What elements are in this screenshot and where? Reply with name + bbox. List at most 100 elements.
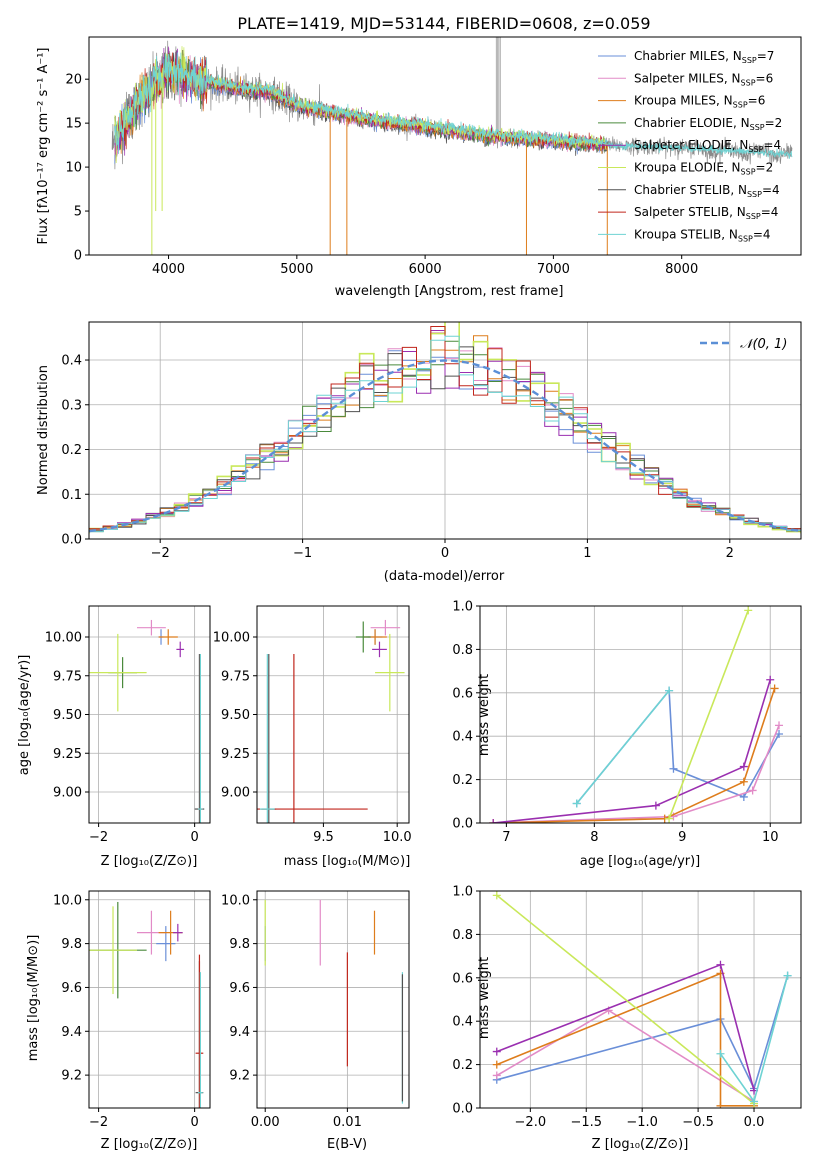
y-tick-label: 0.0 — [61, 533, 82, 548]
x-tick-label: 0.01 — [333, 1115, 362, 1130]
residual-panel: (data-model)/error Normed distribution −… — [36, 321, 802, 584]
weight-line-0 — [496, 975, 789, 1091]
y-tick-label: 10.0 — [53, 893, 82, 908]
weight-line-0 — [576, 688, 780, 805]
weight-marker — [572, 799, 581, 808]
y-tick-label: 0.8 — [452, 928, 473, 943]
z-weight-ylabel: mass weight — [477, 957, 492, 1039]
error-bar-point — [197, 972, 203, 1108]
weight-line-4 — [493, 679, 771, 823]
plot-area — [492, 891, 792, 1108]
x-tick-label: −2.0 — [515, 1115, 547, 1130]
plot-area — [89, 619, 205, 823]
y-tick-label: 0.4 — [452, 730, 473, 745]
plot-area — [89, 901, 204, 1108]
y-tick-label: 0.2 — [452, 773, 473, 788]
legend-label: Kroupa STELIB, NSSP=4 — [634, 227, 771, 243]
error-bar-point — [197, 654, 203, 823]
z-weight-panel: Z [log₁₀(Z/Z⊙)] mass weight −2.0 −1.5 −1.0… — [452, 885, 802, 1152]
weight-line-5 — [496, 894, 755, 1105]
x-tick-label: −2 — [89, 830, 108, 845]
y-tick-label: 0.6 — [452, 971, 473, 986]
y-tick-label: 9.4 — [61, 1025, 82, 1040]
weight-marker — [492, 1060, 501, 1069]
weight-marker — [770, 684, 779, 693]
x-tick-label: 5000 — [280, 262, 313, 277]
error-bar-point — [355, 621, 371, 653]
weight-marker — [669, 764, 678, 773]
weight-marker — [748, 786, 757, 795]
age-weight-ylabel: mass weight — [477, 674, 492, 756]
x-tick-label: 0.00 — [251, 1115, 280, 1130]
x-tick-label: 2 — [726, 546, 734, 561]
y-tick-label: 0.0 — [452, 817, 473, 832]
y-tick-label: 10.0 — [221, 893, 250, 908]
x-tick-label: 1 — [583, 546, 591, 561]
mass-age-panel: mass [log₁₀(M/M⊙)] 9.5 10.0 9.00 9.25 9.50 9.… — [213, 605, 412, 869]
legend-label: Salpeter ELODIE, NSSP=4 — [634, 138, 781, 154]
plot-frame — [256, 605, 410, 824]
y-tick-label: 1.0 — [452, 885, 473, 900]
plot-frame — [256, 890, 410, 1109]
x-tick-label: 4000 — [152, 262, 185, 277]
legend-label: 𝒩(0, 1) — [740, 337, 787, 352]
x-tick-label: 0 — [190, 830, 198, 845]
y-tick-label: 9.75 — [221, 669, 250, 684]
y-tick-label: 0.4 — [452, 1015, 473, 1030]
weight-marker — [665, 814, 674, 823]
weight-line-2 — [493, 688, 776, 823]
weight-marker — [766, 675, 775, 684]
weight-marker — [489, 819, 498, 823]
normal-reference-curve — [89, 359, 801, 533]
error-bar-point — [173, 923, 183, 942]
weight-marker — [716, 1101, 725, 1108]
ebv-mass-xlabel: E(B-V) — [327, 1137, 367, 1152]
y-tick-label: 9.8 — [61, 937, 82, 952]
plot-frame — [88, 36, 802, 256]
error-bar-point — [372, 641, 387, 658]
y-tick-label: 9.00 — [221, 786, 250, 801]
weight-marker — [651, 801, 660, 810]
weight-marker — [744, 606, 753, 615]
y-tick-label: 10 — [65, 161, 82, 176]
y-tick-label: 10.00 — [45, 631, 82, 646]
legend-label: Chabrier MILES, NSSP=7 — [634, 49, 774, 65]
x-tick-label: 6000 — [409, 262, 442, 277]
y-tick-label: 0.1 — [61, 488, 82, 503]
y-tick-label: 9.6 — [229, 981, 250, 996]
x-tick-label: 0.0 — [744, 1115, 765, 1130]
z-mass-xlabel: Z [log₁₀(Z/Z⊙)] — [101, 1137, 198, 1152]
x-tick-label: 9.5 — [313, 830, 334, 845]
y-tick-label: 9.75 — [53, 669, 82, 684]
y-tick-label: 1.0 — [452, 600, 473, 615]
weight-marker — [783, 971, 792, 980]
legend-label: Chabrier ELODIE, NSSP=2 — [634, 116, 782, 132]
spectrum-xlabel: wavelength [Angstrom, rest frame] — [335, 284, 564, 299]
x-tick-label: 7 — [502, 830, 510, 845]
residual-ylabel: Normed distribution — [36, 365, 51, 495]
weight-line-5 — [668, 610, 749, 819]
age-weight-panel: age [log₁₀(age/yr)] mass weight 7 8 9 10 0.0… — [452, 600, 802, 869]
weight-marker — [750, 1097, 759, 1106]
y-tick-label: 10.00 — [213, 631, 250, 646]
y-tick-label: 0.0 — [452, 1102, 473, 1117]
age-weight-xlabel: age [log₁₀(age/yr)] — [580, 854, 701, 869]
y-tick-label: 9.25 — [221, 747, 250, 762]
weight-line-1 — [496, 1009, 755, 1103]
plot-frame — [88, 321, 802, 540]
x-tick-label: 10 — [762, 830, 779, 845]
spectrum-legend: Chabrier MILES, NSSP=7 Salpeter MILES, NS… — [598, 49, 782, 243]
x-tick-label: 7000 — [537, 262, 570, 277]
weight-marker — [665, 686, 674, 695]
model-spectrum-extended — [606, 141, 793, 159]
error-bar-point — [375, 633, 405, 712]
z-mass-panel: Z [log₁₀(Z/Z⊙)] mass [log₁₀(M/M⊙)] −2 0 9.… — [26, 890, 211, 1152]
mass-age-xlabel: mass [log₁₀(M/M⊙)] — [284, 854, 411, 869]
y-tick-label: 0.4 — [61, 354, 82, 369]
spectrum-ylabel: Flux [fλ10⁻¹⁷ erg cm⁻² s⁻¹ A⁻¹] — [36, 48, 51, 245]
y-tick-label: 9.2 — [229, 1069, 250, 1084]
z-age-ylabel: age [log₁₀(age/yr)] — [17, 655, 32, 776]
x-tick-label: −1 — [293, 546, 312, 561]
weight-marker — [739, 777, 748, 786]
error-bar-point — [259, 654, 275, 823]
